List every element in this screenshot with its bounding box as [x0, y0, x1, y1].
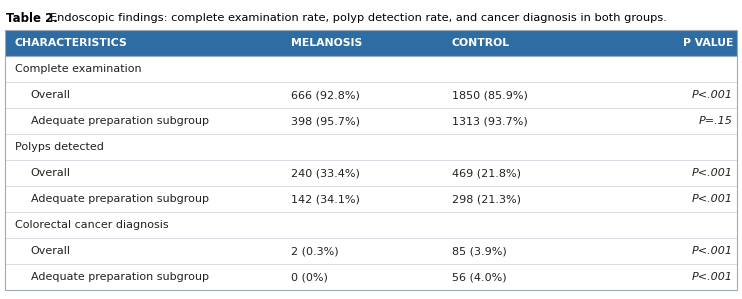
Text: Complete examination: Complete examination: [15, 64, 141, 74]
Text: Polyps detected: Polyps detected: [15, 142, 104, 152]
Bar: [5, 30, 737, 290]
Bar: [5, 134, 737, 160]
Text: 85 (3.9%): 85 (3.9%): [452, 246, 507, 256]
Text: P<.001: P<.001: [692, 168, 733, 178]
Text: Adequate preparation subgroup: Adequate preparation subgroup: [30, 116, 209, 126]
Text: MELANOSIS: MELANOSIS: [291, 38, 362, 48]
Text: P<.001: P<.001: [692, 90, 733, 100]
Text: P<.001: P<.001: [692, 194, 733, 204]
Text: 398 (95.7%): 398 (95.7%): [291, 116, 360, 126]
Text: 142 (34.1%): 142 (34.1%): [291, 194, 360, 204]
Text: Overall: Overall: [30, 90, 70, 100]
Text: P<.001: P<.001: [692, 246, 733, 256]
Text: 56 (4.0%): 56 (4.0%): [452, 272, 507, 282]
Bar: [5, 264, 737, 290]
Text: Adequate preparation subgroup: Adequate preparation subgroup: [30, 194, 209, 204]
Bar: [5, 82, 737, 108]
Text: Overall: Overall: [30, 246, 70, 256]
Text: CHARACTERISTICS: CHARACTERISTICS: [15, 38, 128, 48]
Text: Colorectal cancer diagnosis: Colorectal cancer diagnosis: [15, 220, 168, 230]
Text: Endoscopic findings: complete examination rate, polyp detection rate, and cancer: Endoscopic findings: complete examinatio…: [50, 13, 667, 23]
Text: 1850 (85.9%): 1850 (85.9%): [452, 90, 528, 100]
Text: Table 2.: Table 2.: [6, 11, 58, 25]
Text: 469 (21.8%): 469 (21.8%): [452, 168, 521, 178]
Bar: [5, 30, 737, 56]
Text: P<.001: P<.001: [692, 272, 733, 282]
Bar: [5, 212, 737, 238]
Text: 240 (33.4%): 240 (33.4%): [291, 168, 360, 178]
Text: P VALUE: P VALUE: [683, 38, 733, 48]
Bar: [5, 238, 737, 264]
Text: 0 (0%): 0 (0%): [291, 272, 328, 282]
Text: 298 (21.3%): 298 (21.3%): [452, 194, 521, 204]
Bar: [5, 186, 737, 212]
Text: 1313 (93.7%): 1313 (93.7%): [452, 116, 528, 126]
Bar: [5, 108, 737, 134]
Text: Overall: Overall: [30, 168, 70, 178]
Text: 2 (0.3%): 2 (0.3%): [291, 246, 338, 256]
Text: Adequate preparation subgroup: Adequate preparation subgroup: [30, 272, 209, 282]
Bar: [5, 56, 737, 82]
Text: CONTROL: CONTROL: [452, 38, 510, 48]
Text: P=.15: P=.15: [699, 116, 733, 126]
Bar: [5, 160, 737, 186]
Text: 666 (92.8%): 666 (92.8%): [291, 90, 360, 100]
